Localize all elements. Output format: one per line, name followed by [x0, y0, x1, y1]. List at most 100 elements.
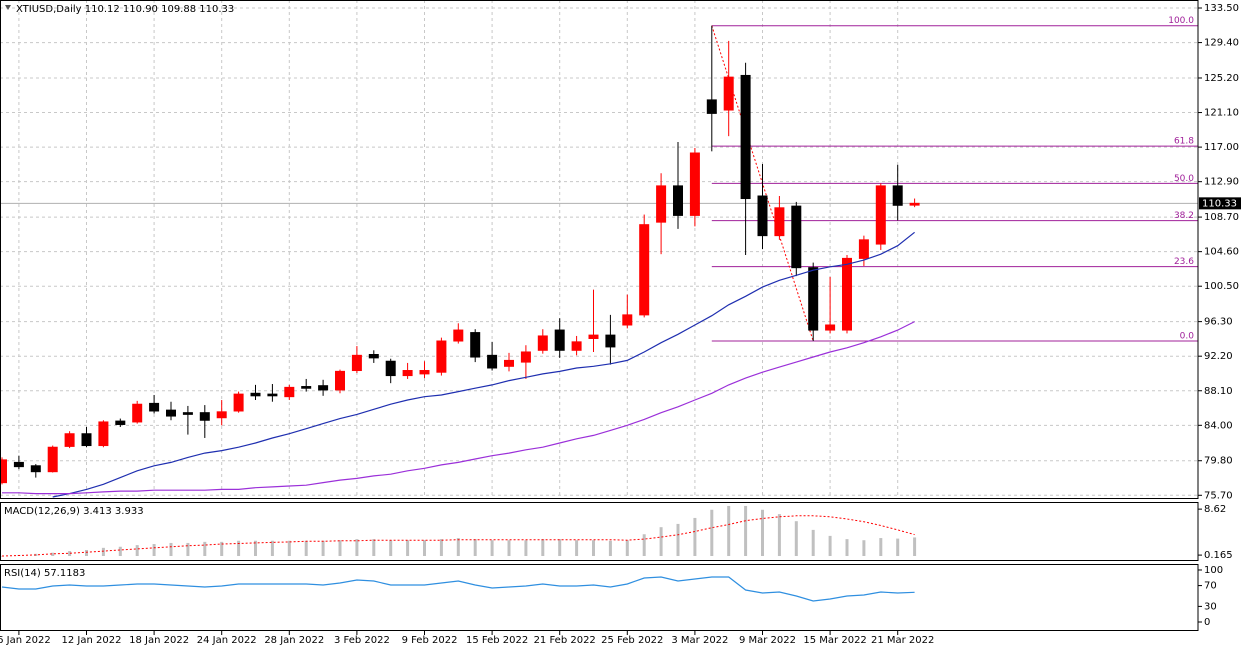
macd-bar: [473, 539, 477, 556]
macd-bar: [744, 505, 748, 556]
macd-bar: [524, 540, 528, 556]
x-tick-label: 9 Feb 2022: [402, 635, 458, 646]
macd-bar: [608, 540, 612, 556]
macd-bar: [879, 538, 883, 556]
candle-body: [149, 402, 160, 412]
macd-bar: [727, 505, 731, 556]
rsi-line: [1, 576, 915, 602]
candle-body: [909, 202, 920, 206]
macd-bar: [558, 539, 562, 556]
macd-bar: [507, 540, 511, 556]
macd-bar: [338, 540, 342, 556]
x-tick-label: 15 Mar 2022: [803, 635, 866, 646]
candle-body: [622, 314, 633, 326]
candle-body: [13, 461, 24, 468]
fib-label: 100.0: [1168, 16, 1194, 26]
y-tick-label: 96.30: [1204, 317, 1233, 328]
macd-bar: [625, 540, 629, 556]
y-tick-label: 0: [1204, 617, 1210, 628]
macd-bar: [693, 517, 697, 556]
x-tick-label: 24 Jan 2022: [197, 635, 257, 646]
panel-title: MACD(12,26,9) 3.413 3.933: [4, 506, 144, 517]
macd-bar: [0, 555, 4, 557]
panel-frame: [0, 502, 1199, 561]
candle-body: [64, 433, 75, 447]
macd-bar: [541, 539, 545, 556]
last-price-label: 110.33: [1202, 198, 1237, 209]
y-tick-label: 125.20: [1204, 73, 1239, 84]
candle-body: [335, 370, 345, 391]
x-tick-label: 28 Jan 2022: [264, 635, 324, 646]
candle-body: [368, 354, 379, 359]
y-tick-label: 8.62: [1204, 504, 1226, 515]
candle-body: [892, 185, 903, 206]
y-tick-label: 88.10: [1204, 386, 1233, 397]
x-tick-label: 6 Jan 2022: [0, 635, 51, 646]
x-tick-label: 12 Jan 2022: [62, 635, 122, 646]
panel-title: RSI(14) 57.1183: [4, 568, 85, 579]
y-tick-label: 117.00: [1204, 142, 1239, 153]
candle-body: [487, 354, 498, 369]
y-tick-label: 79.80: [1204, 456, 1233, 467]
macd-bar: [676, 523, 680, 556]
macd-bar: [169, 542, 173, 556]
macd-bar: [101, 547, 105, 556]
candle-body: [98, 421, 109, 447]
candle-body: [0, 459, 7, 484]
fib-label: 38.2: [1174, 211, 1194, 221]
macd-signal: [1, 515, 915, 557]
x-tick-label: 25 Feb 2022: [601, 635, 663, 646]
y-tick-label: 92.20: [1204, 351, 1233, 362]
y-tick-label: 108.70: [1204, 212, 1239, 223]
candle-body: [723, 76, 734, 111]
candle-body: [520, 351, 531, 363]
y-tick-label: 133.50: [1204, 3, 1239, 14]
x-tick-label: 21 Feb 2022: [534, 635, 596, 646]
macd-bar: [372, 539, 376, 556]
candle-body: [740, 74, 751, 200]
candle-body: [419, 370, 430, 375]
macd-bar: [575, 540, 579, 556]
macd-bar: [913, 537, 917, 556]
candle-body: [791, 205, 802, 269]
macd-bar: [439, 539, 443, 556]
candle-body: [858, 239, 869, 259]
candle-body: [757, 195, 768, 237]
y-tick-label: 121.10: [1204, 108, 1239, 119]
candle-body: [504, 359, 514, 367]
macd-bar: [152, 544, 156, 556]
candle-body: [166, 409, 176, 417]
candle-body: [825, 324, 836, 331]
macd-bar: [237, 540, 241, 556]
y-tick-label: 0.165: [1204, 550, 1233, 561]
y-tick-label: 75.70: [1204, 490, 1233, 501]
macd-bar: [203, 541, 207, 556]
macd-bar: [490, 540, 494, 556]
macd-bar: [389, 540, 393, 556]
y-tick-label: 112.90: [1204, 177, 1239, 188]
x-tick-label: 3 Mar 2022: [671, 635, 728, 646]
y-tick-label: 100.50: [1204, 281, 1239, 292]
candle-body: [132, 403, 143, 423]
candle-body: [115, 420, 126, 425]
y-tick-label: 30: [1204, 601, 1217, 612]
candle-body: [774, 207, 785, 237]
header-icon: [5, 5, 11, 10]
macd-bar: [456, 538, 460, 556]
candle-body: [470, 332, 481, 358]
y-tick-label: 100: [1204, 565, 1223, 576]
candle-body: [537, 335, 548, 351]
fib-label: 50.0: [1174, 174, 1194, 184]
candle-body: [639, 224, 650, 316]
fib-label: 23.6: [1174, 257, 1194, 267]
panel-frame: [0, 0, 1199, 499]
candle-body: [81, 433, 92, 447]
macd-bar: [710, 509, 714, 556]
candle-body: [318, 385, 329, 391]
y-tick-label: 70: [1204, 581, 1217, 592]
macd-bar: [355, 539, 359, 556]
candle-body: [47, 446, 58, 473]
y-tick-label: 84.00: [1204, 420, 1233, 431]
